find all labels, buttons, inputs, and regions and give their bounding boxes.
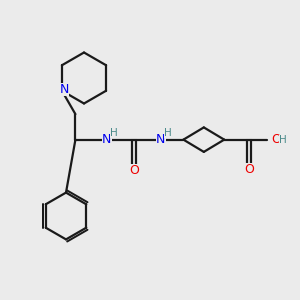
Text: N: N bbox=[102, 133, 112, 146]
Text: H: H bbox=[164, 128, 171, 138]
Text: O: O bbox=[244, 163, 254, 176]
Text: O: O bbox=[129, 164, 139, 177]
Text: H: H bbox=[110, 128, 117, 138]
Text: H: H bbox=[279, 135, 287, 145]
Text: N: N bbox=[60, 83, 69, 96]
Text: O: O bbox=[271, 133, 281, 146]
Text: N: N bbox=[156, 133, 166, 146]
